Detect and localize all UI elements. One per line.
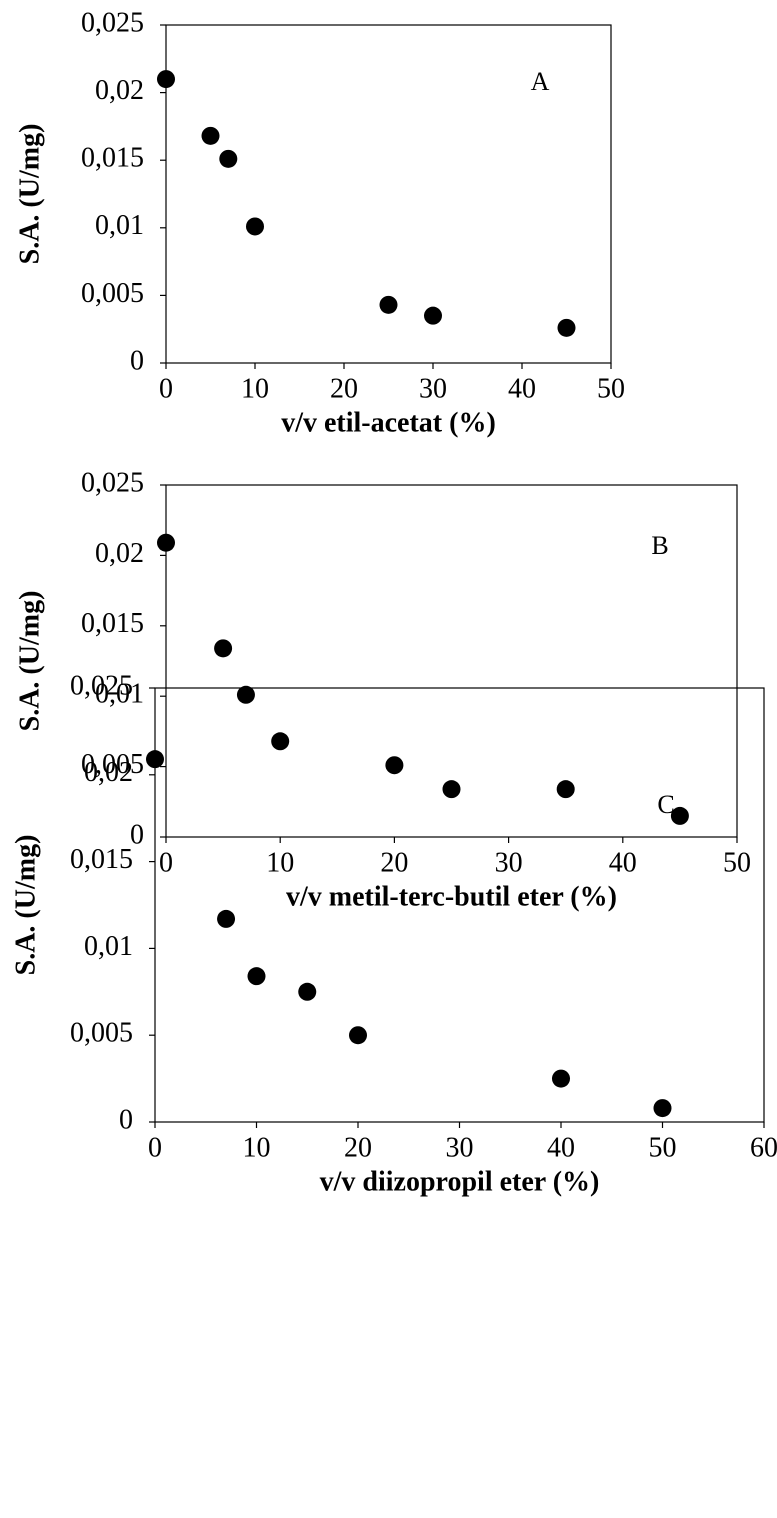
- y-axis-title: S.A. (U/mg): [10, 835, 41, 976]
- y-tick-label: 0,005: [70, 1018, 133, 1049]
- y-tick-label: 0,015: [81, 608, 144, 639]
- x-tick-label: 10: [266, 847, 294, 878]
- x-tick-label: 50: [723, 847, 751, 878]
- point: [552, 1069, 570, 1088]
- y-tick-label: 0,015: [70, 844, 133, 875]
- panel-label: C: [657, 790, 674, 819]
- point: [556, 780, 575, 799]
- x-tick-label: 40: [609, 847, 637, 878]
- x-axis-title: v/v etil-acetat (%): [281, 407, 496, 438]
- y-tick-label: 0,015: [81, 143, 144, 174]
- y-tick-label: 0,02: [95, 75, 144, 106]
- x-tick-label: 20: [380, 847, 408, 878]
- point: [146, 750, 164, 769]
- x-tick-label: 10: [243, 1132, 271, 1163]
- y-tick-label: 0,025: [81, 7, 144, 38]
- x-tick-label: 20: [330, 373, 358, 404]
- y-tick-label: 0,02: [95, 538, 144, 569]
- plot-frame: [165, 24, 612, 364]
- y-tick-label: 0,025: [70, 670, 133, 701]
- point: [557, 318, 576, 337]
- x-tick-label: 50: [597, 373, 625, 404]
- x-tick-label: 0: [159, 373, 173, 404]
- x-tick-label: 20: [344, 1132, 372, 1163]
- point: [670, 806, 689, 825]
- point: [236, 685, 255, 704]
- point: [246, 217, 264, 236]
- point: [379, 295, 398, 314]
- x-tick-label: 30: [419, 373, 447, 404]
- y-axis-title: S.A. (U/mg): [14, 591, 45, 732]
- x-tick-label: 0: [159, 847, 173, 878]
- y-tick-label: 0,01: [95, 679, 144, 710]
- x-tick-label: 50: [649, 1132, 677, 1163]
- point: [271, 732, 290, 751]
- point: [349, 1026, 367, 1045]
- point: [247, 967, 266, 986]
- y-tick-label: 0,02: [84, 757, 133, 788]
- x-tick-label: 60: [750, 1132, 777, 1163]
- x-tick-label: 30: [446, 1132, 474, 1163]
- y-axis-title: S.A. (U/mg): [14, 124, 45, 265]
- point: [157, 70, 175, 89]
- x-axis-title: v/v metil-terc-butil eter (%): [286, 881, 617, 912]
- point: [157, 533, 175, 552]
- panel-label: A: [531, 67, 550, 96]
- point: [219, 149, 238, 168]
- point: [424, 306, 442, 325]
- x-tick-label: 0: [148, 1132, 162, 1163]
- plot-frame: [165, 484, 738, 838]
- y-tick-label: 0,005: [81, 278, 144, 309]
- point: [653, 1099, 672, 1118]
- panel-label: B: [651, 531, 668, 560]
- x-tick-label: 40: [508, 373, 536, 404]
- y-tick-label: 0,005: [81, 749, 144, 780]
- point: [201, 126, 220, 145]
- point: [298, 982, 317, 1001]
- y-tick-label: 0: [130, 819, 144, 850]
- y-tick-label: 0,01: [84, 931, 133, 962]
- x-axis-title: v/v diizopropil eter (%): [320, 1166, 600, 1197]
- y-tick-label: 0,025: [81, 467, 144, 498]
- x-tick-label: 40: [547, 1132, 575, 1163]
- point: [214, 639, 233, 658]
- point: [217, 909, 236, 928]
- x-tick-label: 10: [241, 373, 269, 404]
- y-tick-label: 0: [130, 345, 144, 376]
- y-tick-label: 0,01: [95, 210, 144, 241]
- point: [442, 780, 461, 799]
- point: [385, 756, 404, 775]
- y-tick-label: 0: [119, 1104, 133, 1135]
- x-tick-label: 30: [495, 847, 523, 878]
